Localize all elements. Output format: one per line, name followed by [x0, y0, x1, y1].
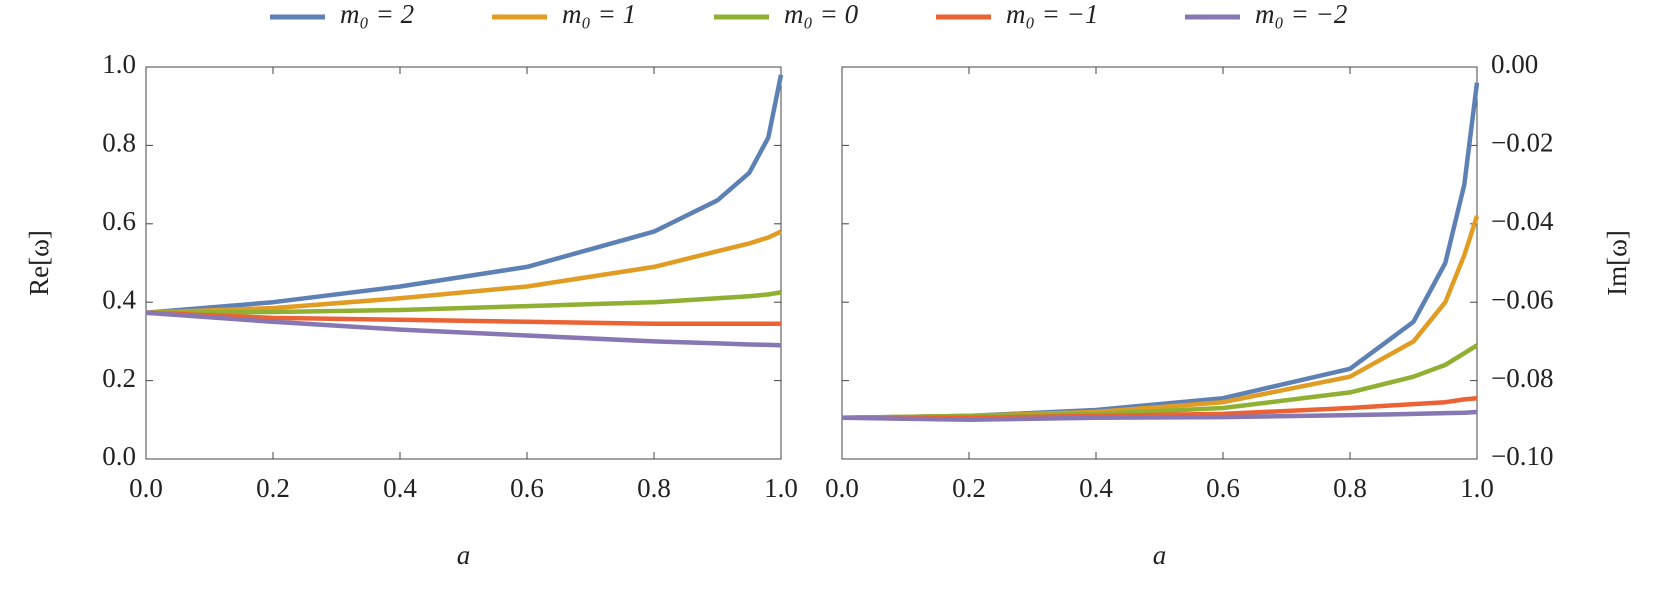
series-line — [145, 310, 781, 327]
y-tick-label: 0.2 — [102, 363, 136, 393]
series-line — [841, 409, 1478, 423]
x-tick-label: 0.8 — [1333, 473, 1367, 503]
legend-label: m₀ = 0 — [784, 0, 859, 29]
y-tick-label: 1.0 — [102, 49, 136, 79]
series-line — [145, 229, 782, 316]
y-tick-label: −0.02 — [1491, 128, 1553, 158]
y-axis-label: Re[ω] — [24, 230, 54, 296]
x-axis-label: a — [1153, 540, 1167, 570]
y-tick-label: 0.8 — [102, 128, 136, 158]
plot-frame — [841, 66, 1478, 460]
series-line — [145, 74, 784, 316]
x-tick-label: 0.2 — [256, 473, 290, 503]
x-tick-label: 1.0 — [1460, 473, 1494, 503]
x-tick-label: 0.6 — [1206, 473, 1240, 503]
x-tick-label: 0.4 — [383, 473, 417, 503]
y-tick-label: 0.4 — [102, 284, 136, 314]
x-tick-label: 0.0 — [825, 473, 859, 503]
legend-label: m₀ = 2 — [340, 0, 414, 29]
x-tick-label: 0.6 — [510, 473, 544, 503]
legend-label: m₀ = −2 — [1255, 0, 1347, 29]
legend-label: m₀ = −1 — [1006, 0, 1098, 29]
series-line — [841, 82, 1480, 421]
series-line — [145, 290, 782, 316]
series-line — [841, 215, 1480, 421]
legend-label: m₀ = 1 — [562, 0, 636, 29]
x-tick-label: 0.4 — [1079, 473, 1113, 503]
y-tick-label: 0.0 — [102, 441, 136, 471]
x-axis-label: a — [457, 540, 471, 570]
y-tick-label: −0.08 — [1491, 363, 1553, 393]
x-tick-label: 1.0 — [764, 473, 798, 503]
y-tick-label: −0.10 — [1491, 441, 1553, 471]
y-axis-label: Im[ω] — [1602, 230, 1632, 296]
x-tick-label: 0.0 — [129, 473, 163, 503]
y-tick-label: 0.6 — [102, 206, 136, 236]
x-tick-label: 0.8 — [637, 473, 671, 503]
y-tick-label: 0.00 — [1491, 49, 1538, 79]
x-tick-label: 0.2 — [952, 473, 986, 503]
plot-frame — [145, 66, 782, 460]
series-line — [145, 310, 782, 348]
y-tick-label: −0.04 — [1491, 206, 1554, 236]
y-tick-label: −0.06 — [1491, 284, 1553, 314]
